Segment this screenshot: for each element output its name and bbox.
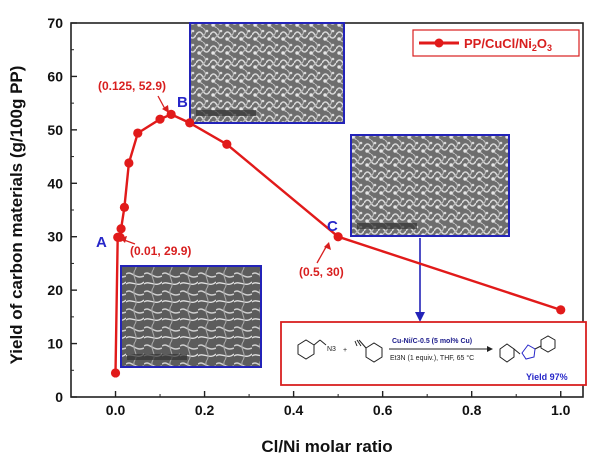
yield-text: Yield 97% [526,372,568,382]
data-point [133,128,143,138]
arrow-c [316,246,327,264]
data-point [222,139,232,149]
phenylacetylene-structure [354,339,383,363]
y-tick-label: 70 [47,15,63,31]
data-point [116,224,126,234]
x-tick-label: 0.6 [373,402,393,418]
reaction-arrowhead [487,346,493,352]
legend-label-part1: PP/CuCl/Ni [464,36,532,51]
data-point [185,118,195,128]
x-tick-label: 0.8 [462,402,482,418]
reaction-scheme: N3 + Cu-Ni/C-0.5 (5 mol% Cu) Et3N (1 equ… [280,321,587,386]
y-tick-label: 10 [47,336,63,352]
data-point [556,305,566,315]
plus-sign: + [343,347,347,354]
y-tick-label: 0 [55,389,63,405]
data-point [110,368,121,378]
arrowhead-c [324,242,331,250]
benzyl-azide-structure [297,339,327,360]
y-tick-label: 60 [47,68,63,84]
sem-image-c [350,134,510,237]
coord-label-a: (0.01, 29.9) [130,244,191,258]
y-axis-title: Yield of carbon materials (g/100g PP) [7,66,26,365]
y-tick-label: 50 [47,122,63,138]
x-tick-label: 0.2 [195,402,215,418]
coord-label-b: (0.125, 52.9) [98,79,166,93]
connector-arrowhead [415,312,425,322]
arrowhead-b [162,105,169,113]
sem-image-a [120,265,262,368]
x-tick-label: 0.0 [106,402,126,418]
label-b: B [177,94,188,111]
legend: PP/CuCl/Ni2O3 [412,29,580,57]
data-point [155,114,165,124]
legend-sub-2: 2 [532,43,537,53]
azide-label: N3 [327,346,336,353]
coord-label-c: (0.5, 30) [299,265,344,279]
arrowhead-a [120,236,127,243]
conditions-text: Et3N (1 equiv.), THF, 65 °C [390,354,474,362]
x-axis-ticks: 0.0 0.2 0.4 0.6 0.8 1.0 [106,391,571,418]
y-tick-label: 20 [47,282,63,298]
arrow-a [123,239,136,245]
y-tick-label: 40 [47,175,63,191]
series-pp-cucl-ni2o3 [110,109,566,378]
svg-text:PP/CuCl/Ni2O3: PP/CuCl/Ni2O3 [464,36,552,53]
x-tick-label: 1.0 [551,402,571,418]
data-point [333,232,343,242]
catalyst-text: Cu-Ni/C-0.5 (5 mol% Cu) [392,338,472,345]
legend-label-part2: O [537,36,547,51]
y-tick-label: 30 [47,229,63,245]
x-axis-title: Cl/Ni molar ratio [261,437,392,456]
x-tick-label: 0.4 [284,402,304,418]
sem-image-b [189,22,345,124]
y-axis-ticks: 0 10 20 30 40 50 60 70 [47,15,77,405]
legend-sub-3: 3 [547,43,552,53]
arrow-b [157,95,166,110]
triazole-product-structure [499,335,556,363]
label-c: C [327,218,338,235]
label-a: A [96,234,107,251]
data-point [124,158,134,168]
data-point [119,202,130,212]
